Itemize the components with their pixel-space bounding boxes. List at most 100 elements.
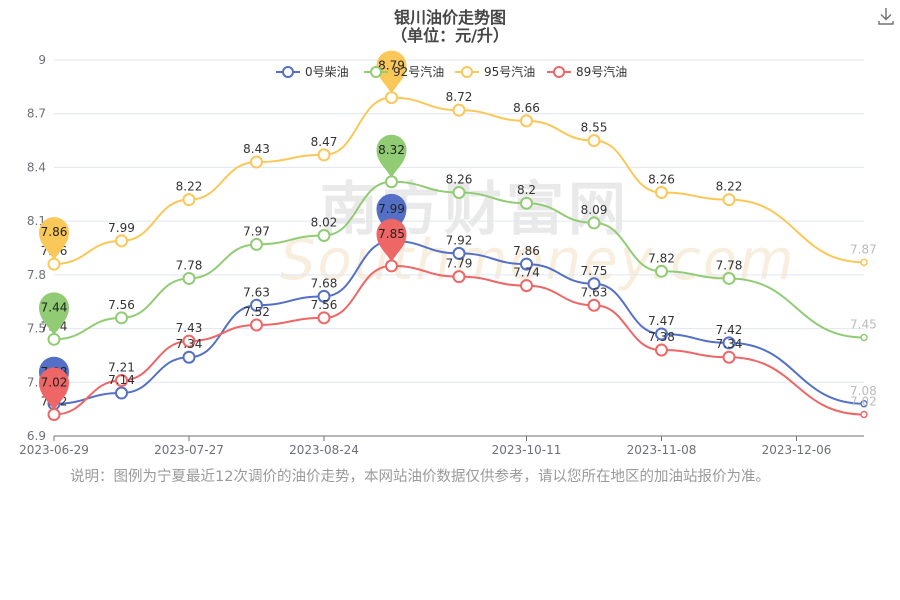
data-point [385,91,398,105]
data-label: 8.22 [176,180,203,194]
data-label: 8.2 [517,183,536,197]
data-label: 7.79 [446,257,473,271]
data-point [860,258,868,267]
y-tick-label: 7.8 [27,268,46,282]
data-label: 8.26 [446,172,473,186]
data-point [47,408,61,422]
data-label: 7.43 [176,321,203,335]
pin-shape [376,50,407,94]
max-pin: 8.79 [376,50,407,94]
data-point [655,185,668,199]
data-point [860,333,868,342]
pin-shape [39,292,69,336]
pin-label: 7.02 [41,376,68,390]
data-label: 7.78 [716,258,743,272]
data-point [250,298,263,312]
legend-marker [282,66,294,78]
y-tick-label: 8.7 [27,107,46,121]
data-point [115,373,128,387]
data-label: 7.52 [243,305,270,319]
chart-note: 说明：图例为宁夏最近12次调价的油价走势，本网站油价数据仅供参考，请以您所在地区… [70,469,770,485]
data-point [520,196,533,210]
data-point [452,246,466,260]
pin-label: 7.44 [41,300,68,314]
data-point [655,327,668,341]
data-point [860,400,868,408]
data-label: 7.87 [850,242,877,256]
x-tick-label: 2023-07-27 [154,443,224,457]
data-point [655,264,668,278]
data-point [182,193,196,207]
x-tick-label: 2023-12-06 [762,443,832,457]
min-pin: 7.02 [39,367,69,411]
download-icon[interactable] [876,6,896,26]
data-label: 8.72 [446,90,473,104]
data-label: 7.02 [850,395,877,409]
data-label: 8.26 [648,172,675,186]
data-point [452,103,466,117]
pin-label: 7.85 [378,227,405,241]
pin-shape [39,367,69,411]
data-label: 7.56 [108,298,135,312]
data-point [452,270,466,284]
data-point [520,279,533,293]
data-label: 7.47 [648,314,675,328]
data-label: 7.63 [243,285,270,299]
data-label: 7.14 [108,373,135,387]
legend-label: 89号汽油 [576,64,627,79]
max-pin: 7.85 [376,218,407,262]
data-label: 7.56 [311,298,338,312]
data-point [47,332,61,346]
legend-marker [370,66,382,78]
data-label: 7.82 [648,251,675,265]
data-label: 8.47 [311,135,338,149]
data-label: 7.38 [648,330,675,344]
data-point [452,185,466,199]
legend-label: 92号汽油 [393,64,444,79]
data-point [587,216,601,230]
legend-label: 95号汽油 [484,64,535,79]
data-label: 7.74 [513,266,540,280]
data-label: 7.63 [581,285,608,299]
data-label: 8.66 [513,101,540,115]
data-label: 8.43 [243,142,270,156]
data-point [520,114,533,128]
data-point [317,311,331,325]
data-point [250,318,263,332]
data-point [385,259,398,273]
series-line-2 [53,96,865,266]
chart-subtitle: （单位：元/升） [391,26,509,45]
data-label: 7.42 [716,323,743,337]
y-tick-label: 7.5 [27,322,46,336]
data-point [182,271,196,285]
legend-label: 0号柴油 [305,65,349,79]
data-label: 7.34 [176,337,203,351]
data-point [182,350,196,364]
extreme-markers: 7.997.088.327.448.797.867.857.02 [39,50,407,411]
data-label: 8.09 [581,203,608,217]
chart-title: 银川油价走势图 [393,8,506,27]
max-pin: 8.32 [376,134,407,178]
data-point [722,350,736,364]
pin-label: 8.79 [378,59,405,73]
pin-shape [376,134,407,178]
data-label: 7.97 [243,224,270,238]
data-point [722,271,736,285]
data-point [115,311,128,325]
data-label: 8.02 [311,215,338,229]
series-line-3 [53,264,865,416]
data-label: 7.86 [513,244,540,258]
data-label: 7.08 [850,384,877,398]
data-point [722,193,736,207]
data-point [182,334,196,348]
pin-label: 8.32 [378,143,405,157]
x-tick-label: 2023-08-24 [289,443,359,457]
pin-shape [39,217,69,261]
data-label: 7.99 [108,221,135,235]
data-point [317,148,331,162]
data-point [317,228,331,242]
data-point [860,410,868,419]
data-point [250,155,263,169]
